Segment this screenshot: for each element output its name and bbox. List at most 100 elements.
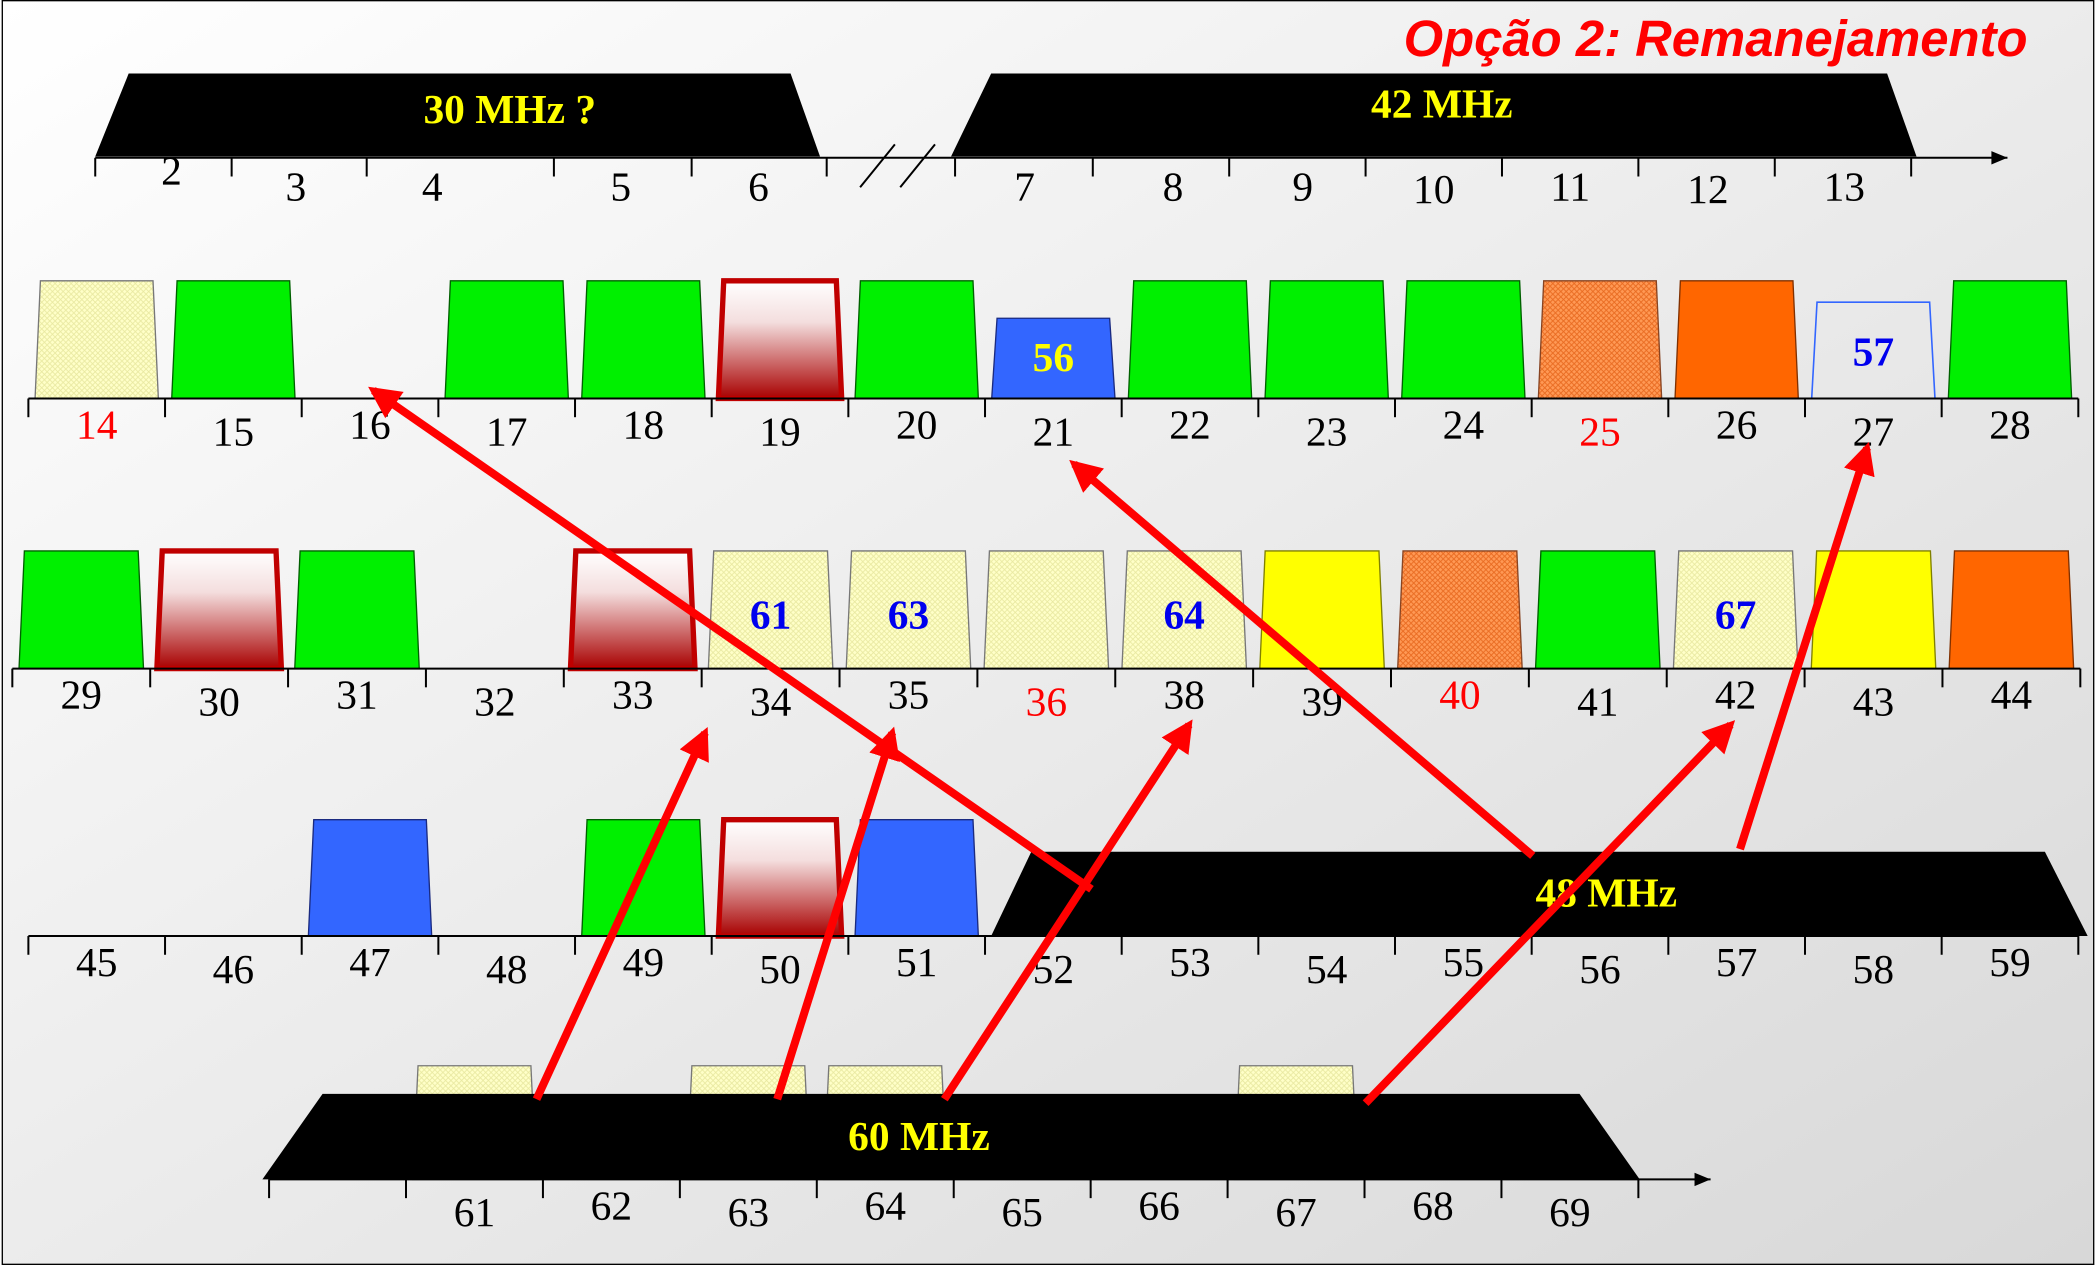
channel-block: [854, 280, 980, 400]
channel-number: 46: [213, 946, 254, 992]
channel-number: 17: [486, 408, 527, 454]
channel-number: 14: [76, 402, 118, 448]
axis-arrow: [1694, 1172, 1711, 1187]
reassign-arrow: [1362, 720, 1736, 1106]
channel-block: [154, 548, 285, 672]
channel-number: 22: [1169, 402, 1210, 448]
channel-block: [1396, 550, 1523, 670]
slot-label: 56: [1033, 334, 1074, 380]
channel-number: 63: [728, 1189, 769, 1235]
channel-number: 8: [1163, 164, 1184, 210]
slot-label: 57: [1853, 329, 1894, 375]
channel-block: [581, 280, 706, 400]
channel-block: [1534, 550, 1661, 670]
channel-number: 41: [1577, 678, 1618, 724]
channel-block: [1674, 280, 1800, 400]
break-mark: [859, 143, 936, 188]
channel-number: 61: [454, 1189, 495, 1235]
channel-number: 56: [1579, 946, 1620, 992]
reassign-arrow: [773, 726, 900, 1101]
channel-number: 6: [748, 164, 769, 210]
channel-number: 11: [1550, 164, 1590, 210]
slot-label: 61: [750, 592, 791, 638]
band-block: [991, 851, 2088, 937]
channel-block: [581, 819, 706, 937]
channel-number: 33: [612, 672, 653, 718]
channel-block: [18, 550, 145, 670]
channel-block: [715, 817, 845, 939]
band-block: [951, 73, 1917, 157]
channel-number: 4: [422, 164, 443, 210]
channel-number: 35: [888, 672, 929, 718]
channel-number: 59: [1989, 939, 2030, 985]
channel-number: 49: [623, 939, 664, 985]
axis-arrow: [1991, 151, 2008, 165]
channel-number: 38: [1163, 672, 1204, 718]
channel-block: [307, 819, 433, 937]
channel-number: 9: [1292, 164, 1313, 210]
reassign-arrow: [1069, 459, 1536, 859]
channel-number: 16: [349, 402, 390, 448]
channel-number: 31: [336, 672, 377, 718]
channel-number: 64: [865, 1183, 907, 1229]
channel-number: 43: [1853, 678, 1894, 724]
channel-number: 48: [486, 946, 527, 992]
channel-number: 34: [750, 678, 792, 724]
channel-number: 25: [1579, 408, 1620, 454]
channel-number: 7: [1014, 164, 1035, 210]
channel-number: 44: [1991, 672, 2033, 718]
channel-block: [983, 550, 1110, 670]
channel-number: 30: [198, 678, 239, 724]
reassign-arrow: [1736, 441, 1875, 851]
channel-number: 40: [1439, 672, 1480, 718]
channel-block: [1948, 550, 2075, 670]
channel-number: 2: [161, 148, 182, 194]
channel-number: 62: [591, 1183, 632, 1229]
channel-number: 69: [1549, 1189, 1590, 1235]
channel-number: 66: [1138, 1183, 1179, 1229]
slot-label: 64: [1163, 592, 1204, 638]
reassign-arrow: [532, 726, 709, 1101]
channel-number: 36: [1026, 678, 1067, 724]
band-label: 30 MHz ?: [423, 86, 596, 132]
channel-number: 57: [1716, 939, 1757, 985]
channel-block: [1400, 280, 1526, 400]
channel-block: [715, 278, 845, 402]
channel-block: [34, 280, 160, 400]
channel-number: 32: [474, 678, 515, 724]
channel-number: 47: [349, 939, 390, 985]
channel-number: 53: [1169, 939, 1210, 985]
slot-label: 63: [888, 592, 929, 638]
channel-number: 19: [759, 408, 800, 454]
reassign-arrow: [941, 719, 1193, 1102]
channel-block: [1537, 280, 1663, 400]
channel-number: 55: [1443, 939, 1484, 985]
channel-number: 51: [896, 939, 937, 985]
channel-number: 45: [76, 939, 117, 985]
band-label: 42 MHz: [1371, 81, 1513, 127]
channel-number: 10: [1413, 166, 1454, 212]
channel-number: 23: [1306, 408, 1347, 454]
channel-number: 21: [1033, 408, 1074, 454]
title: Opção 2: Remanejamento: [1404, 10, 2028, 67]
channel-block: [171, 280, 296, 400]
channel-number: 29: [61, 672, 102, 718]
channel-number: 28: [1989, 402, 2030, 448]
channel-number: 65: [1001, 1189, 1042, 1235]
channel-number: 15: [213, 408, 254, 454]
channel-number: 12: [1687, 166, 1728, 212]
channel-block: [1264, 280, 1390, 400]
band-block: [262, 1093, 1640, 1180]
channel-number: 68: [1412, 1183, 1453, 1229]
channel-number: 54: [1306, 946, 1348, 992]
channel-number: 24: [1443, 402, 1485, 448]
channel-number: 5: [610, 164, 631, 210]
channel-number: 67: [1275, 1189, 1316, 1235]
channel-block: [854, 819, 980, 937]
slot-label: 67: [1715, 592, 1756, 638]
channel-number: 50: [759, 946, 800, 992]
channel-number: 58: [1853, 946, 1894, 992]
